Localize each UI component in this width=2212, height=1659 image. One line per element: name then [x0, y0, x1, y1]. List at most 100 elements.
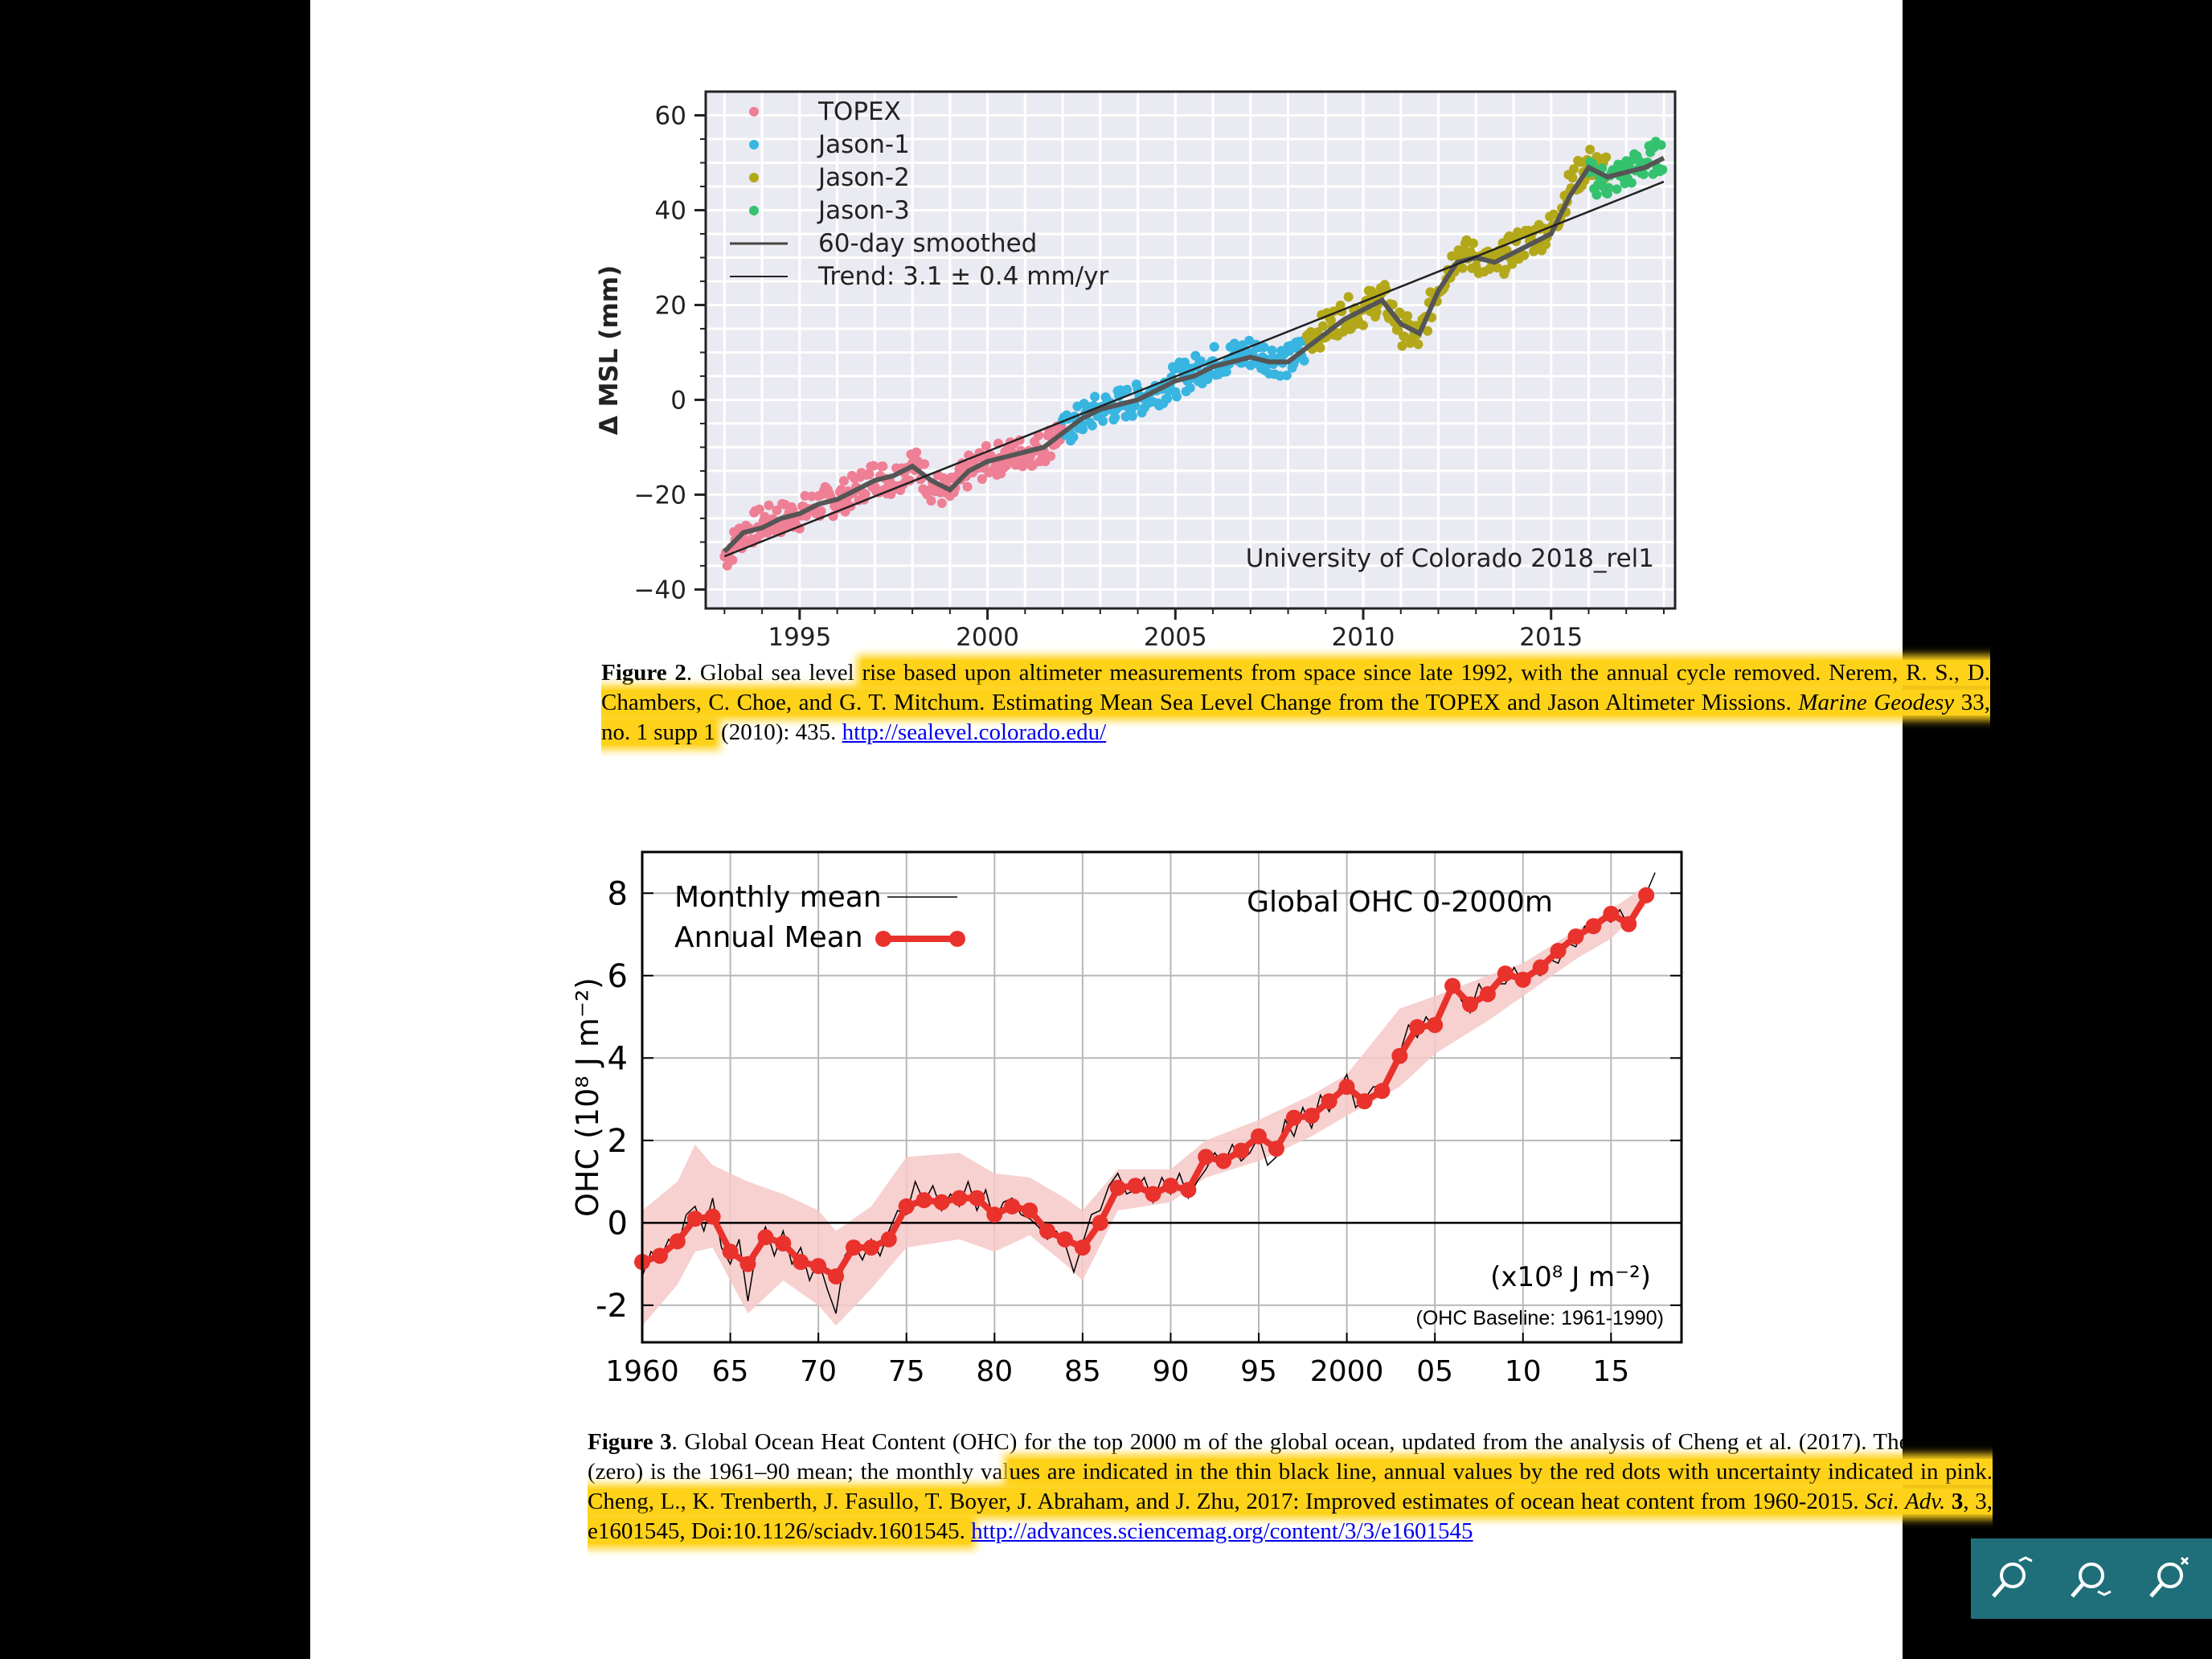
zoom-toolbar: [1971, 1538, 2212, 1619]
annual-mean-point: [1004, 1198, 1021, 1215]
data-point-jason-2: [1567, 173, 1578, 183]
data-point-jason-3: [1657, 165, 1668, 175]
units-note: (x10⁸ J m⁻²): [1490, 1261, 1651, 1293]
annual-mean-point: [1303, 1108, 1320, 1124]
y-tick-label: 8: [608, 875, 628, 912]
data-point-jason-1: [1209, 342, 1219, 352]
annual-mean-point: [1074, 1239, 1091, 1256]
data-point-jason-1: [1185, 383, 1195, 393]
legend-label: Jason-2: [817, 163, 910, 192]
annual-mean-point: [739, 1256, 756, 1272]
plot-frame: [641, 850, 1683, 1344]
data-point-topex: [727, 555, 738, 565]
zoom-reset-button[interactable]: [2146, 1556, 2191, 1601]
data-point-topex: [926, 496, 936, 506]
legend-label: TOPEX: [817, 97, 901, 126]
data-point-jason-3: [1612, 184, 1622, 195]
data-point-jason-2: [1358, 320, 1369, 330]
plot-frame: [704, 90, 1677, 610]
document-page: −40 −20 0 20 40 60 1995 2000 2005 2010 2015 Δ MSL (…: [310, 0, 1993, 1659]
annual-mean-point: [1251, 1128, 1268, 1145]
annual-mean-point: [1585, 918, 1602, 935]
data-point-jason-2: [1507, 259, 1518, 269]
data-point-topex: [878, 461, 888, 472]
y-tick-label: 60: [655, 101, 686, 130]
figure-3-link[interactable]: http://advances.sciencemag.org/content/3…: [971, 1518, 1473, 1544]
x-tick-label: 70: [800, 1355, 837, 1388]
figure-3-journal: Sci. Adv.: [1865, 1489, 1946, 1514]
figure-2-text-d: (2010): 435.: [715, 719, 842, 745]
annual-mean-line: [641, 893, 1649, 1281]
x-tick-label: 2000: [956, 623, 1019, 652]
x-tick-label: 2010: [1332, 623, 1395, 652]
data-point-jason-2: [1423, 326, 1433, 336]
figure-2-label: Figure 2: [601, 660, 686, 686]
legend-label: Jason-3: [817, 196, 910, 225]
annual-mean-point: [1427, 1017, 1444, 1034]
data-point-jason-2: [1519, 250, 1530, 260]
data-point-topex: [816, 506, 826, 516]
annual-mean-point: [775, 1235, 792, 1251]
data-point-jason-2: [1468, 238, 1478, 248]
data-point-topex: [981, 440, 991, 451]
zoom-in-button[interactable]: [1989, 1556, 2034, 1601]
annual-mean-point: [1022, 1202, 1038, 1219]
data-point-jason-1: [1087, 420, 1097, 431]
data-point-jason-2: [1317, 321, 1328, 331]
x-tick-label: 2000: [1310, 1355, 1384, 1388]
data-point-jason-2: [1500, 264, 1510, 275]
figure-2-text-c: 33, no. 1 supp 1: [601, 690, 1991, 745]
data-point-jason-2: [1343, 292, 1354, 302]
legend-marker: [749, 173, 759, 182]
legend-label: Monthly mean: [674, 881, 882, 914]
annual-mean-point: [986, 1206, 1003, 1223]
y-tick-label: −20: [634, 481, 686, 510]
data-point-jason-1: [1179, 357, 1190, 367]
annual-mean-point: [1056, 1231, 1073, 1247]
ocean-heat-content-chart: -2 0 2 4 6 8 1960 65 70 75 80 85 90 95 2000 05 10 15 OHC (…: [570, 850, 1683, 1388]
data-point-topex: [1046, 451, 1056, 461]
annual-mean-point: [1321, 1093, 1337, 1110]
annual-mean-point: [722, 1243, 739, 1260]
data-point-jason-3: [1591, 190, 1602, 200]
figure-2-link[interactable]: http://sealevel.colorado.edu/: [842, 719, 1107, 745]
y-tick-label: 4: [608, 1040, 628, 1077]
figure-3-text-c: [1945, 1489, 1952, 1514]
data-point-jason-2: [1585, 144, 1596, 154]
uncertainty-band: [642, 885, 1647, 1326]
y-tick-label: 40: [655, 196, 686, 225]
figure-3-text-b: ues are indicated in the thin black line…: [588, 1459, 1993, 1514]
data-point-jason-1: [1202, 374, 1213, 384]
smoothed-line: [723, 155, 1665, 554]
data-point-jason-2: [1569, 164, 1579, 174]
data-point-jason-2: [1397, 341, 1407, 351]
data-point-topex: [754, 504, 764, 514]
figure-2-caption: Figure 2. Global sea level rise based up…: [601, 658, 1991, 748]
chart-title: Global OHC 0-2000m: [1247, 886, 1553, 919]
y-tick-label: 6: [608, 958, 628, 995]
data-point-jason-3: [1656, 140, 1666, 150]
annual-mean-point: [1180, 1182, 1197, 1198]
y-axis-label: Δ MSL (mm): [595, 265, 624, 435]
y-tick-label: −40: [634, 576, 686, 604]
zoom-out-icon: [2071, 1563, 2112, 1598]
data-point-jason-1: [1221, 367, 1231, 377]
x-tick-label: 10: [1505, 1355, 1542, 1388]
y-tick-label: 0: [608, 1205, 628, 1242]
annual-mean-point: [686, 1210, 703, 1227]
zoom-in-icon: [1992, 1556, 2033, 1598]
x-tick-label: 2015: [1519, 623, 1583, 652]
figure-3-label: Figure 3: [588, 1429, 672, 1455]
legend-label: Jason-1: [817, 130, 910, 159]
annual-mean-point: [704, 1208, 721, 1225]
x-tick-label: 2005: [1144, 623, 1207, 652]
annual-mean-point: [1479, 985, 1496, 1002]
zoom-out-button[interactable]: [2067, 1556, 2112, 1601]
data-point-jason-3: [1604, 182, 1614, 193]
figure-2-journal: Marine Geodesy: [1798, 690, 1955, 715]
legend-marker: [749, 140, 759, 150]
annual-mean-point: [1127, 1178, 1144, 1194]
annual-mean-point: [1462, 996, 1479, 1013]
data-point-topex: [860, 489, 870, 499]
annual-mean-point: [862, 1239, 879, 1256]
